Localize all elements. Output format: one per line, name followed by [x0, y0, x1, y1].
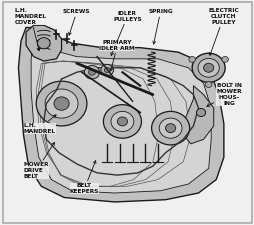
Circle shape	[165, 124, 175, 133]
Circle shape	[192, 53, 224, 82]
Circle shape	[203, 63, 213, 72]
Text: SPRING: SPRING	[148, 9, 172, 44]
Circle shape	[197, 58, 218, 77]
Circle shape	[117, 117, 127, 126]
Text: ELECTRIC
CLUTCH
PULLEY: ELECTRIC CLUTCH PULLEY	[208, 8, 238, 55]
Circle shape	[196, 108, 205, 117]
Text: MOWER
DRIVE
BELT: MOWER DRIVE BELT	[23, 142, 54, 179]
Polygon shape	[31, 39, 210, 193]
Circle shape	[158, 118, 181, 138]
Text: L.H.
MANDREL
COVER: L.H. MANDREL COVER	[14, 8, 46, 51]
Text: BOLT IN
MOWER
HOUS-
ING: BOLT IN MOWER HOUS- ING	[206, 83, 241, 106]
Text: L.H.
MANDREL: L.H. MANDREL	[23, 115, 56, 134]
Text: SCREWS: SCREWS	[63, 9, 90, 35]
Circle shape	[54, 97, 69, 110]
Text: IDLER
PULLEYS: IDLER PULLEYS	[110, 11, 141, 55]
Polygon shape	[26, 25, 61, 61]
Circle shape	[36, 81, 87, 126]
Circle shape	[45, 89, 78, 118]
Circle shape	[151, 111, 189, 145]
Circle shape	[37, 38, 50, 49]
Circle shape	[188, 56, 195, 62]
Polygon shape	[18, 27, 223, 202]
Text: BELT
KEEPERS: BELT KEEPERS	[69, 161, 99, 194]
Circle shape	[84, 65, 99, 79]
Circle shape	[221, 56, 228, 62]
Circle shape	[110, 111, 133, 131]
Circle shape	[103, 105, 141, 138]
Polygon shape	[183, 86, 213, 144]
Circle shape	[104, 68, 110, 72]
Circle shape	[88, 69, 95, 75]
Text: PRIMARY
IDLER ARM: PRIMARY IDLER ARM	[99, 40, 135, 71]
Circle shape	[204, 82, 211, 88]
Circle shape	[101, 64, 113, 76]
